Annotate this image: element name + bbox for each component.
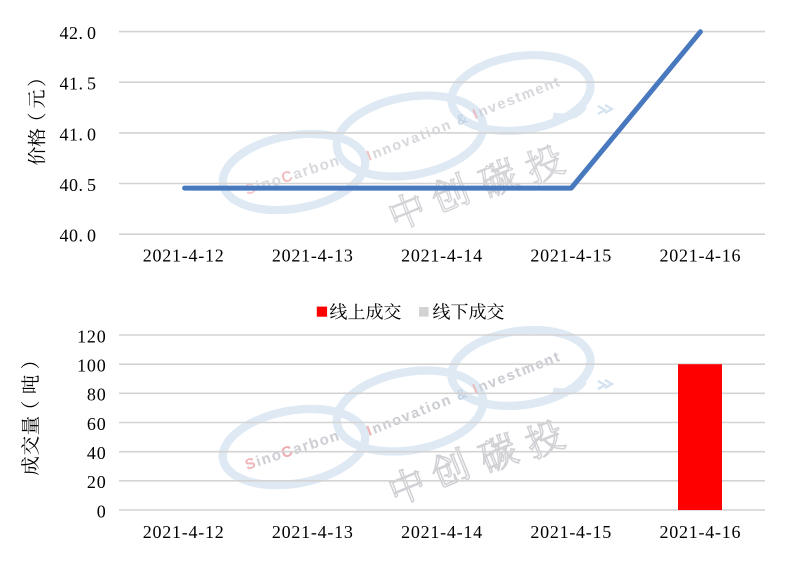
svg-text:41.0: 41. 0	[60, 124, 97, 144]
svg-text:40.0: 40. 0	[60, 226, 97, 246]
svg-text:0: 0	[97, 501, 107, 521]
svg-text:2021-4-15: 2021-4-15	[530, 522, 612, 542]
svg-text:40: 40	[87, 443, 107, 463]
svg-text:2021-4-12: 2021-4-12	[143, 522, 225, 542]
svg-text:2021-4-15: 2021-4-15	[530, 246, 612, 266]
svg-text:42.0: 42. 0	[60, 23, 97, 43]
svg-text:2021-4-12: 2021-4-12	[143, 246, 225, 266]
svg-text:2021-4-16: 2021-4-16	[660, 522, 742, 542]
svg-text:100: 100	[77, 356, 106, 376]
svg-text:60: 60	[87, 414, 107, 434]
svg-text:2021-4-16: 2021-4-16	[660, 246, 742, 266]
svg-text:80: 80	[87, 385, 107, 405]
svg-text:41.5: 41. 5	[60, 74, 97, 94]
svg-text:120: 120	[77, 326, 106, 346]
svg-text:2021-4-13: 2021-4-13	[272, 522, 354, 542]
svg-text:2021-4-14: 2021-4-14	[401, 522, 483, 542]
svg-text:2021-4-14: 2021-4-14	[401, 246, 483, 266]
svg-text:40.5: 40. 5	[60, 175, 97, 195]
svg-text:2021-4-13: 2021-4-13	[272, 246, 354, 266]
svg-text:20: 20	[87, 472, 107, 492]
